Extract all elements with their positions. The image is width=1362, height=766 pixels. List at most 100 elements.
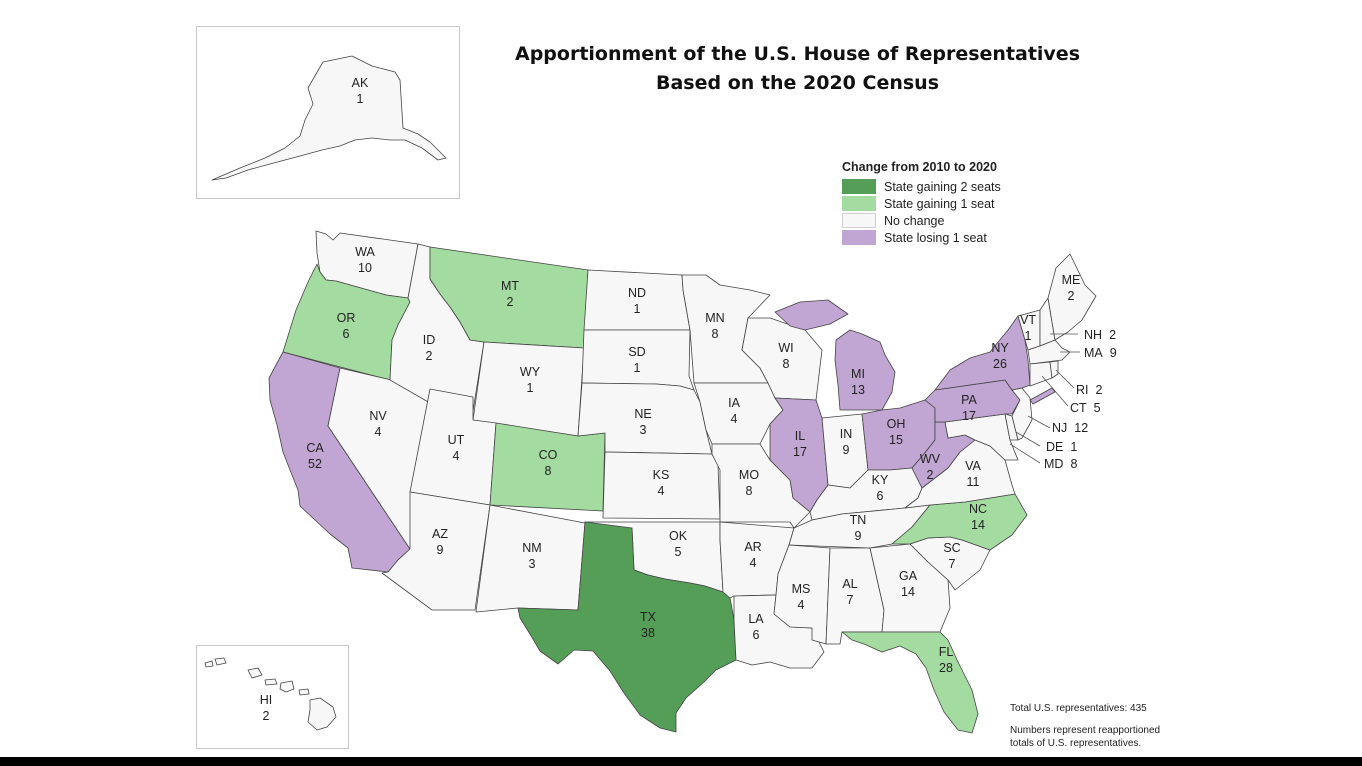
- state-seats-mt: 2: [507, 295, 514, 309]
- state-label-wi: WI 8: [778, 341, 793, 371]
- state-seats-wv: 2: [927, 468, 934, 482]
- state-label-sc: SC 7: [943, 541, 960, 571]
- state-label-de: DE 1: [1046, 440, 1077, 454]
- state-label-nh: NH 2: [1084, 328, 1116, 342]
- state-seats-la: 6: [753, 628, 760, 642]
- state-seats-ok: 5: [675, 545, 682, 559]
- footnote-line-1: Numbers represent reapportioned: [1010, 725, 1161, 736]
- state-abbr-nv: NV: [369, 409, 387, 423]
- legend-item-gain2: State gaining 2 seats: [842, 178, 1001, 195]
- state-label-mt: MT 2: [501, 279, 519, 309]
- state-label-ar: AR 4: [744, 540, 761, 570]
- state-seats-wa: 10: [358, 261, 372, 275]
- legend-swatch-lose1: [842, 230, 876, 245]
- title-line-1: Apportionment of the U.S. House of Repre…: [514, 43, 1081, 65]
- state-az: [381, 491, 491, 611]
- state-abbr-mo: MO: [739, 468, 759, 482]
- state-abbr-tx: TX: [640, 610, 657, 624]
- map-title: Apportionment of the U.S. House of Repre…: [500, 40, 1095, 98]
- state-label-il: IL 17: [793, 429, 807, 459]
- state-seats-pa: 17: [962, 409, 976, 423]
- state-seats-ct: 5: [1094, 401, 1101, 415]
- state-label-nc: NC 14: [969, 502, 987, 532]
- legend-item-none: No change: [842, 212, 1001, 229]
- state-abbr-wi: WI: [778, 341, 793, 355]
- state-abbr-tn: TN: [850, 513, 867, 527]
- state-label-hi: HI 2: [260, 693, 273, 723]
- state-seats-in: 9: [843, 443, 850, 457]
- legend-swatch-gain2: [842, 179, 876, 194]
- state-abbr-la: LA: [748, 612, 764, 626]
- state-abbr-md: MD: [1044, 457, 1063, 471]
- state-seats-mn: 8: [712, 327, 719, 341]
- state-label-id: ID 2: [423, 333, 436, 363]
- state-seats-nv: 4: [375, 425, 382, 439]
- state-label-ms: MS 4: [792, 582, 811, 612]
- state-seats-va: 11: [967, 475, 980, 489]
- state-seats-nd: 1: [634, 302, 641, 316]
- title-line-2: Based on the 2020 Census: [655, 72, 939, 94]
- footnote-line-2: totals of U.S. representatives.: [1010, 738, 1142, 749]
- state-label-ri: RI 2: [1076, 383, 1103, 397]
- legend-label-none: No change: [884, 213, 945, 228]
- state-abbr-nh: NH: [1084, 328, 1102, 342]
- state-seats-sc: 7: [949, 557, 956, 571]
- state-seats-il: 17: [793, 445, 807, 459]
- state-ri: [1049, 360, 1059, 379]
- state-label-ky: KY 6: [872, 473, 889, 503]
- state-abbr-oh: OH: [887, 417, 906, 431]
- state-label-ne: NE 3: [634, 407, 651, 437]
- state-shapes: [204, 55, 1097, 734]
- state-label-co: CO 8: [539, 448, 558, 478]
- state-abbr-mt: MT: [501, 279, 519, 293]
- state-ct: [1029, 361, 1053, 387]
- state-seats-sd: 1: [634, 361, 641, 375]
- state-seats-ca: 52: [308, 457, 322, 471]
- state-sd: [581, 329, 695, 391]
- state-label-fl: FL 28: [939, 645, 954, 675]
- state-abbr-ky: KY: [872, 473, 889, 487]
- state-label-wa: WA 10: [355, 245, 375, 275]
- state-seats-ar: 4: [750, 556, 757, 570]
- state-abbr-de: DE: [1046, 440, 1063, 454]
- state-label-tn: TN 9: [850, 513, 867, 543]
- state-seats-ma: 9: [1110, 346, 1117, 360]
- state-mo: [711, 443, 811, 529]
- state-abbr-wy: WY: [520, 365, 541, 379]
- state-seats-ky: 6: [877, 489, 884, 503]
- state-abbr-az: AZ: [432, 527, 448, 541]
- state-label-nd: ND 1: [628, 286, 646, 316]
- state-label-ct: CT 5: [1070, 401, 1101, 415]
- legend-swatch-none: [842, 213, 876, 228]
- state-label-ok: OK 5: [669, 529, 688, 559]
- state-hi: [204, 657, 337, 731]
- total-representatives-text: Total U.S. representatives: 435: [1010, 703, 1147, 714]
- state-seats-nj: 12: [1074, 421, 1088, 435]
- state-abbr-ct: CT: [1070, 401, 1087, 415]
- state-seats-nc: 14: [971, 518, 985, 532]
- state-seats-ks: 4: [658, 484, 665, 498]
- state-label-ca: CA 52: [306, 441, 324, 471]
- state-label-ny: NY 26: [991, 341, 1009, 371]
- legend-title: Change from 2010 to 2020: [842, 160, 997, 174]
- state-fl: [841, 631, 979, 734]
- state-seats-ia: 4: [731, 412, 738, 426]
- state-ak: [211, 55, 447, 181]
- state-abbr-pa: PA: [961, 393, 977, 407]
- state-label-az: AZ 9: [432, 527, 448, 557]
- state-abbr-il: IL: [795, 429, 805, 443]
- state-abbr-al: AL: [842, 577, 857, 591]
- state-label-va: VA 11: [965, 459, 981, 489]
- state-abbr-ok: OK: [669, 529, 688, 543]
- state-label-tx: TX 38: [640, 610, 657, 640]
- state-abbr-va: VA: [965, 459, 981, 473]
- state-label-mn: MN 8: [705, 311, 724, 341]
- total-note: Total U.S. representatives: 435: [1010, 702, 1147, 715]
- state-seats-nm: 3: [529, 557, 536, 571]
- state-abbr-vt: VT: [1020, 313, 1036, 327]
- state-label-pa: PA 17: [961, 393, 977, 423]
- state-seats-vt: 1: [1025, 329, 1032, 343]
- state-label-ma: MA 9: [1084, 346, 1117, 360]
- legend-label-lose1: State losing 1 seat: [884, 230, 987, 245]
